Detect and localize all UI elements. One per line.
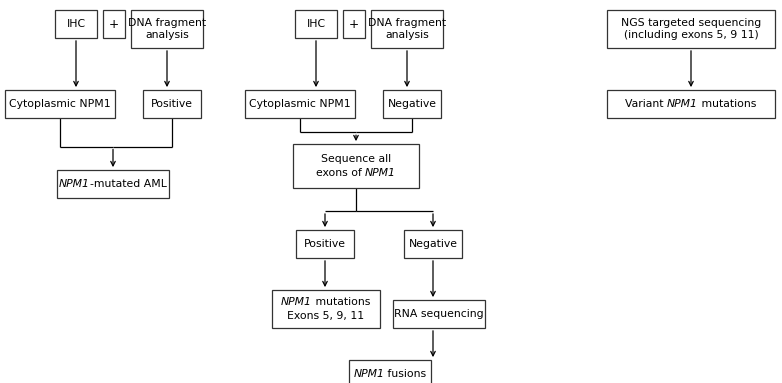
Bar bbox=[393, 300, 485, 328]
Bar bbox=[343, 10, 365, 38]
Bar bbox=[5, 90, 115, 118]
Bar bbox=[131, 10, 203, 48]
Text: NPM1: NPM1 bbox=[59, 179, 90, 189]
Text: DNA fragment
analysis: DNA fragment analysis bbox=[368, 18, 446, 40]
Bar bbox=[55, 10, 97, 38]
Text: exons of: exons of bbox=[316, 168, 365, 178]
Text: -mutated AML: -mutated AML bbox=[90, 179, 167, 189]
Text: NPM1: NPM1 bbox=[667, 99, 698, 109]
Bar bbox=[143, 90, 201, 118]
Text: mutations: mutations bbox=[312, 297, 371, 307]
Text: NPM1: NPM1 bbox=[365, 168, 396, 178]
Text: NPM1: NPM1 bbox=[282, 297, 312, 307]
Text: RNA sequencing: RNA sequencing bbox=[394, 309, 484, 319]
Text: IHC: IHC bbox=[307, 19, 325, 29]
Bar bbox=[404, 230, 462, 258]
Text: +: + bbox=[349, 18, 359, 31]
Bar bbox=[295, 10, 337, 38]
Bar bbox=[607, 10, 775, 48]
Text: fusions: fusions bbox=[384, 369, 426, 379]
Text: Cytoplasmic NPM1: Cytoplasmic NPM1 bbox=[249, 99, 351, 109]
Bar bbox=[103, 10, 125, 38]
Text: Variant: Variant bbox=[625, 99, 667, 109]
Bar bbox=[607, 90, 775, 118]
Bar bbox=[245, 90, 355, 118]
Bar bbox=[349, 360, 431, 383]
Text: Exons 5, 9, 11: Exons 5, 9, 11 bbox=[288, 311, 364, 321]
Bar bbox=[371, 10, 443, 48]
Bar bbox=[57, 170, 169, 198]
Text: Sequence all: Sequence all bbox=[321, 154, 391, 164]
Bar bbox=[383, 90, 441, 118]
Text: Positive: Positive bbox=[151, 99, 193, 109]
Bar bbox=[272, 290, 380, 328]
Text: Cytoplasmic NPM1: Cytoplasmic NPM1 bbox=[9, 99, 111, 109]
Bar bbox=[293, 144, 419, 188]
Text: DNA fragment
analysis: DNA fragment analysis bbox=[128, 18, 206, 40]
Text: mutations: mutations bbox=[698, 99, 756, 109]
Text: Negative: Negative bbox=[408, 239, 457, 249]
Text: NPM1: NPM1 bbox=[353, 369, 384, 379]
Text: IHC: IHC bbox=[66, 19, 85, 29]
Bar bbox=[296, 230, 354, 258]
Text: Negative: Negative bbox=[388, 99, 436, 109]
Text: Positive: Positive bbox=[304, 239, 346, 249]
Text: +: + bbox=[109, 18, 119, 31]
Text: NGS targeted sequencing
(including exons 5, 9 11): NGS targeted sequencing (including exons… bbox=[621, 18, 761, 40]
